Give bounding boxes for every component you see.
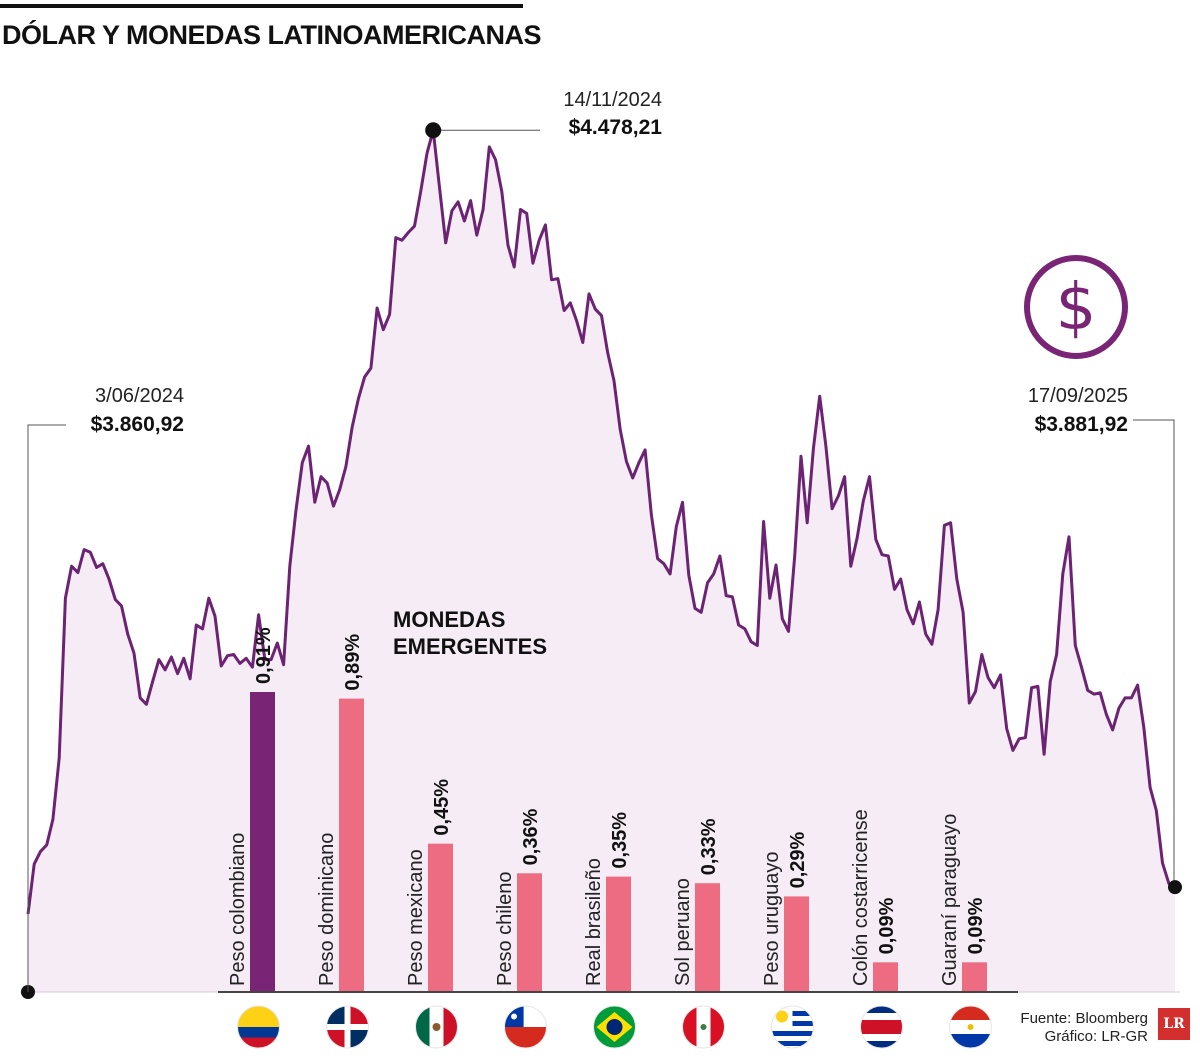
area-fill bbox=[28, 130, 1175, 992]
end-marker bbox=[1168, 880, 1182, 895]
bar-value-label: 0,29% bbox=[787, 831, 809, 888]
bar-category-label: Guaraní paraguayo bbox=[939, 814, 961, 986]
bar-peso-mexicano bbox=[428, 843, 453, 992]
chart-title: DÓLAR Y MONEDAS LATINOAMERICANAS bbox=[2, 20, 542, 50]
bar-value-label: 0,33% bbox=[698, 818, 720, 875]
bar-category-label: Colón costarricense bbox=[850, 809, 872, 986]
bar-peso-colombiano bbox=[250, 692, 275, 992]
svg-text:$: $ bbox=[1056, 271, 1097, 345]
bar-value-label: 0,89% bbox=[342, 634, 364, 691]
source-text: Fuente: Bloomberg bbox=[1020, 1010, 1148, 1027]
bar-category-label: Peso uruguayo bbox=[761, 851, 783, 986]
bar-value-label: 0,45% bbox=[431, 779, 453, 836]
bar-peso-dominicano bbox=[339, 698, 364, 992]
start-leader-line bbox=[27, 424, 66, 992]
brazil-flag-icon bbox=[593, 1006, 636, 1048]
emerging-title-line1: MONEDAS bbox=[393, 607, 506, 632]
source-note: Fuente: Bloomberg Gráfico: LR-GR bbox=[1020, 1010, 1148, 1046]
emerging-title: MONEDAS EMERGENTES bbox=[393, 606, 547, 660]
start-date: 3/06/2024 bbox=[95, 385, 184, 407]
credit-text: Gráfico: LR-GR bbox=[1044, 1028, 1148, 1045]
bar-value-label: 0,35% bbox=[609, 812, 631, 869]
bar-peso-chileno bbox=[517, 873, 542, 992]
bar-value-label: 0,36% bbox=[520, 808, 542, 865]
costa-rica-flag-icon bbox=[860, 1006, 903, 1048]
colombia-flag-icon bbox=[237, 1006, 280, 1048]
bar-peso-uruguayo bbox=[784, 896, 809, 992]
bar-value-label: 0,09% bbox=[876, 897, 898, 954]
bar-real-brasileño bbox=[606, 876, 631, 992]
bar-colón-costarricense bbox=[873, 962, 898, 992]
peru-flag-icon bbox=[682, 1006, 725, 1048]
start-value: $3.860,92 bbox=[91, 413, 184, 436]
end-value: $3.881,92 bbox=[1035, 413, 1128, 436]
bar-sol-peruano bbox=[695, 883, 720, 992]
bar-category-label: Real brasileño bbox=[583, 858, 605, 986]
paraguay-flag-icon bbox=[949, 1006, 992, 1048]
dollar-icon: $ bbox=[1024, 255, 1128, 359]
mexico-flag-icon bbox=[415, 1006, 458, 1048]
header-rule bbox=[0, 4, 523, 8]
bar-axis bbox=[218, 991, 1018, 993]
end-date: 17/09/2025 bbox=[1028, 385, 1128, 407]
bar-value-label: 0,09% bbox=[965, 897, 987, 954]
lr-logo: LR bbox=[1158, 1008, 1190, 1040]
end-leader-line bbox=[1133, 419, 1175, 888]
peak-date: 14/11/2024 bbox=[563, 89, 662, 111]
emerging-title-line2: EMERGENTES bbox=[393, 634, 548, 659]
peak-value: $4.478,21 bbox=[569, 116, 663, 139]
bar-category-label: Peso colombiano bbox=[227, 833, 249, 986]
bar-category-label: Sol peruano bbox=[672, 878, 694, 986]
dollar-series-line bbox=[26, 128, 1176, 915]
bar-category-label: Peso chileno bbox=[494, 871, 516, 986]
bar-category-label: Peso mexicano bbox=[405, 849, 427, 986]
bar-value-label: 0,91% bbox=[253, 627, 275, 684]
bar-guaraní-paraguayo bbox=[962, 962, 987, 992]
bar-category-label: Peso dominicano bbox=[316, 833, 338, 986]
peak-marker bbox=[425, 122, 442, 139]
